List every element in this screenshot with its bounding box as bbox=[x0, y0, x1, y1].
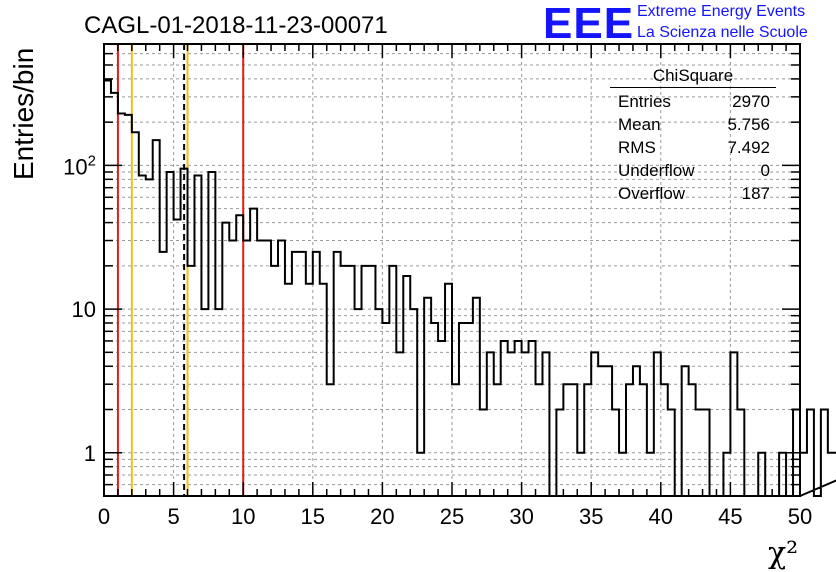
x-axis-label: χ² bbox=[768, 536, 799, 571]
stats-row-underflow: Underflow 0 bbox=[610, 159, 776, 182]
x-tick-label: 40 bbox=[649, 504, 673, 529]
logo-caption-line2: La Scienza nelle Scuole bbox=[637, 24, 808, 41]
y-tick-label: 10 bbox=[72, 297, 96, 322]
stats-value: 5.756 bbox=[727, 115, 770, 134]
reference-lines bbox=[116, 44, 245, 496]
stats-row-entries: Entries 2970 bbox=[610, 90, 776, 113]
stats-row-mean: Mean 5.756 bbox=[610, 113, 776, 136]
x-tick-label: 45 bbox=[718, 504, 742, 529]
stats-value: 0 bbox=[760, 161, 770, 180]
stats-label: Entries bbox=[618, 92, 671, 111]
stats-label: RMS bbox=[618, 138, 656, 157]
axis-tick-labels: 0 5 10 15 20 25 30 35 40 45 50 1 10 102 bbox=[63, 152, 812, 529]
stats-value: 2970 bbox=[732, 92, 770, 111]
stats-row-rms: RMS 7.492 bbox=[610, 136, 776, 159]
x-tick-label: 25 bbox=[440, 504, 464, 529]
axis-ticks bbox=[103, 43, 801, 497]
x-tick-label: 0 bbox=[98, 504, 110, 529]
stats-label: Overflow bbox=[618, 184, 686, 203]
y-tick-label: 102 bbox=[63, 152, 96, 179]
x-tick-label: 50 bbox=[788, 504, 812, 529]
stats-box: ChiSquare Entries 2970 Mean 5.756 RMS 7.… bbox=[610, 66, 776, 205]
stats-label: Underflow bbox=[618, 161, 695, 180]
eee-logo: EEE bbox=[543, 0, 635, 48]
stats-box-title: ChiSquare bbox=[610, 66, 776, 88]
x-tick-label: 20 bbox=[370, 504, 394, 529]
stats-row-overflow: Overflow 187 bbox=[610, 182, 776, 205]
stats-label: Mean bbox=[618, 115, 661, 134]
chart-title: CAGL-01-2018-11-23-00071 bbox=[84, 12, 388, 39]
stats-value: 187 bbox=[741, 184, 770, 203]
x-tick-label: 35 bbox=[579, 504, 603, 529]
stats-value: 7.492 bbox=[727, 138, 770, 157]
x-tick-label: 30 bbox=[509, 504, 533, 529]
y-tick-label: 1 bbox=[84, 441, 96, 466]
y-axis-label: Entries/bin bbox=[8, 47, 39, 180]
x-tick-label: 10 bbox=[231, 504, 255, 529]
logo-caption-line1: Extreme Energy Events bbox=[637, 3, 806, 20]
x-tick-label: 5 bbox=[167, 504, 179, 529]
x-tick-label: 15 bbox=[301, 504, 325, 529]
histogram-series bbox=[103, 79, 836, 497]
